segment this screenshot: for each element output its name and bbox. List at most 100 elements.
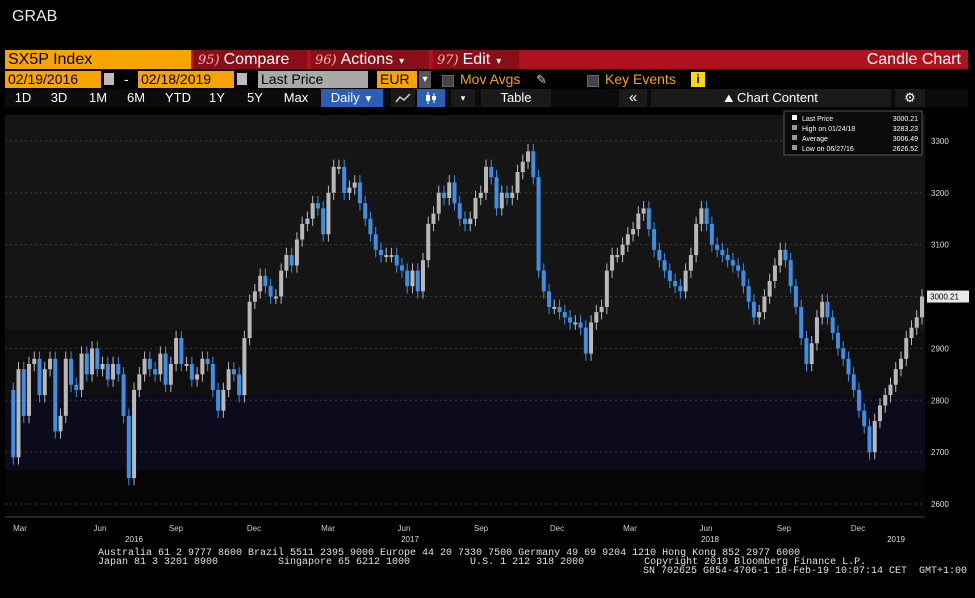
candle-body (541, 270, 546, 292)
period-3d[interactable]: 3D (50, 90, 68, 105)
candle-body (468, 218, 473, 224)
candle-body (694, 223, 699, 256)
x-month-label: Sep (777, 524, 792, 533)
frequency-select[interactable]: Daily ▼ (321, 89, 383, 107)
end-date-field[interactable]: 02/18/2019 (138, 71, 234, 88)
candle-body (578, 322, 583, 328)
candle-body (499, 192, 504, 209)
candle-body (384, 255, 389, 258)
collapse-button[interactable]: « (619, 89, 647, 107)
actions-menu[interactable]: 96) Actions ▾ (311, 50, 429, 69)
candle-body (872, 421, 877, 453)
compare-menu-label: Compare (223, 51, 290, 68)
candle-body (132, 389, 137, 479)
pencil-icon[interactable]: ✎ (536, 72, 547, 87)
gear-icon[interactable]: ⚙ (895, 89, 925, 107)
candle-body (441, 192, 446, 198)
footer-contacts: Australia 61 2 9777 8600 Brazil 5511 239… (98, 548, 866, 568)
candle-body (394, 255, 399, 266)
period-1y[interactable]: 1Y (209, 90, 225, 105)
candle-body (683, 270, 688, 292)
candle-body (111, 363, 116, 380)
table-button[interactable]: Table (481, 89, 551, 107)
chart-area[interactable]: 260027002800290030003100320033003000.21M… (0, 107, 975, 547)
candle-body (336, 166, 341, 169)
candle-body (347, 187, 352, 193)
period-ytd[interactable]: YTD (165, 90, 191, 105)
key-events-label[interactable]: Key Events (605, 71, 676, 87)
legend-marker (792, 115, 797, 120)
y-tick-label: 3300 (931, 137, 949, 146)
candle-body (510, 192, 515, 198)
chart-type-title[interactable]: Candle Chart (866, 51, 961, 68)
edit-menu[interactable]: 97) Edit ▾ (433, 50, 519, 69)
candle-body (783, 249, 788, 261)
candle-body (568, 317, 573, 323)
candle-body (709, 223, 714, 245)
period-1m[interactable]: 1M (88, 90, 108, 105)
candle-chart-icon[interactable] (417, 89, 445, 107)
candle-body (252, 291, 257, 302)
candle-body (715, 244, 720, 250)
candle-body (242, 338, 247, 396)
candle-body (883, 395, 888, 406)
x-month-label: Dec (550, 524, 564, 533)
chevron-down-icon[interactable]: ▾ (419, 71, 431, 88)
period-bar: 1D 3D 1M 6M YTD 1Y 5Y Max Daily ▼ ▾ Tabl… (5, 89, 968, 107)
candle-body (74, 384, 79, 390)
price-field-select[interactable]: Last Price (258, 71, 368, 88)
period-6m[interactable]: 6M (126, 90, 146, 105)
candle-body (352, 182, 357, 188)
candle-body (478, 192, 483, 198)
candle-body (851, 374, 856, 390)
legend-box (783, 110, 923, 156)
candle-body (615, 255, 620, 258)
candle-body (720, 249, 725, 256)
triangle-down-icon: ▼ (363, 94, 374, 105)
candle-body (126, 415, 131, 479)
candle-body (736, 265, 741, 271)
period-5y[interactable]: 5Y (247, 90, 263, 105)
mov-avgs-checkbox[interactable] (442, 75, 454, 87)
legend-marker (792, 145, 797, 150)
candle-body (42, 369, 47, 396)
candle-body (589, 322, 594, 354)
start-date-field[interactable]: 02/19/2016 (5, 71, 101, 88)
info-icon[interactable]: i (691, 72, 705, 87)
line-chart-icon[interactable] (391, 89, 415, 107)
currency-select[interactable]: EUR (377, 71, 417, 88)
key-events-checkbox[interactable] (587, 75, 599, 87)
candle-body (289, 255, 294, 266)
mov-avgs-label[interactable]: Mov Avgs (460, 71, 521, 87)
x-month-label: Jun (398, 524, 411, 533)
candle-body (904, 338, 909, 359)
candle-body (158, 353, 163, 375)
candle-body (95, 348, 100, 370)
candle-body (105, 363, 110, 380)
candle-body (84, 353, 89, 375)
candle-body (58, 415, 63, 432)
period-1d[interactable]: 1D (14, 90, 32, 105)
candle-body (678, 286, 683, 292)
candle-body (69, 358, 74, 385)
period-max[interactable]: Max (283, 90, 309, 105)
candle-body (867, 426, 872, 453)
calendar-icon[interactable] (104, 73, 114, 85)
candle-body (200, 358, 205, 375)
candle-body (410, 270, 415, 287)
ticker-field[interactable]: SX5P Index (5, 50, 191, 69)
candle-body (279, 270, 284, 297)
candle-body (363, 203, 368, 219)
candle-body (599, 306, 604, 313)
chevron-down-icon[interactable]: ▾ (451, 89, 475, 107)
candle-body (310, 203, 315, 219)
calendar-icon[interactable] (237, 73, 247, 85)
chart-content-button[interactable]: ⛰ Chart Content (651, 89, 891, 107)
candle-body (804, 338, 809, 364)
footer-line-1: Australia 61 2 9777 8600 Brazil 5511 239… (98, 548, 801, 559)
x-year-label: 2019 (887, 535, 905, 544)
compare-menu[interactable]: 95) Compare (194, 50, 307, 69)
x-month-label: Mar (13, 524, 27, 533)
x-month-label: Dec (247, 524, 261, 533)
candle-body (657, 249, 662, 261)
